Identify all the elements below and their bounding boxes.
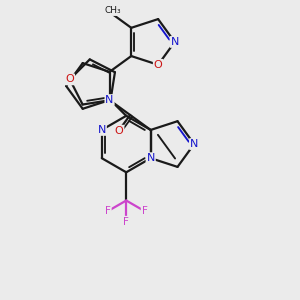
- Text: N: N: [170, 37, 179, 47]
- Text: O: O: [65, 74, 74, 84]
- Text: O: O: [154, 60, 163, 70]
- Text: F: F: [123, 217, 129, 227]
- Text: N: N: [146, 153, 155, 163]
- Text: N: N: [190, 139, 198, 149]
- Text: F: F: [142, 206, 148, 216]
- Text: N: N: [98, 125, 106, 135]
- Text: CH₃: CH₃: [105, 7, 121, 16]
- Text: N: N: [105, 95, 114, 105]
- Text: F: F: [105, 206, 111, 216]
- Text: O: O: [115, 126, 124, 136]
